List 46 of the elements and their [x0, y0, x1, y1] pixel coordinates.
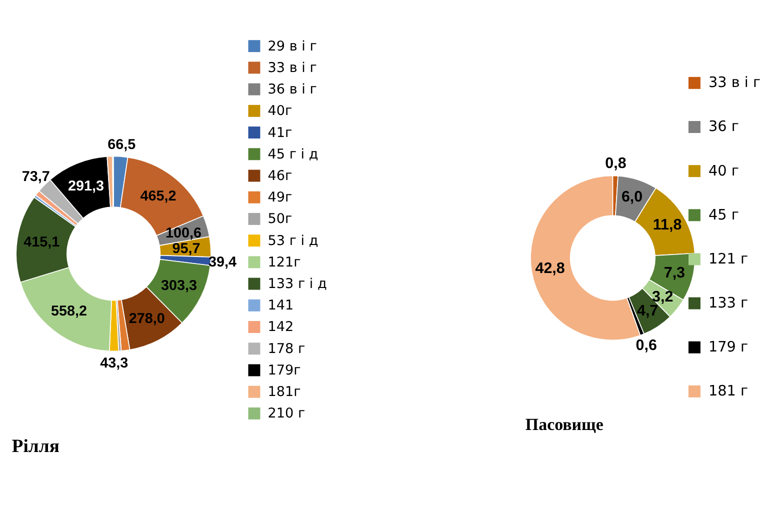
legend-label: 181 г: [708, 384, 748, 400]
data-label: 39,4: [208, 254, 237, 270]
data-label: 43,3: [100, 355, 128, 372]
legend-label: 142: [268, 319, 294, 336]
legend-label: 40 г: [708, 163, 739, 180]
legend-label: 41г: [268, 124, 292, 141]
text: Рілля: [12, 436, 60, 458]
data-label: 0,8: [605, 155, 627, 172]
legend-label: 210 г: [268, 406, 306, 422]
data-label: 465,2: [140, 188, 176, 204]
data-label: 303,3: [160, 278, 197, 294]
legend-label: 141: [268, 298, 294, 314]
text: Пасовище: [525, 414, 604, 434]
legend-label: 33 в і г: [708, 75, 761, 92]
legend-label: 45 г і д: [268, 146, 318, 162]
legend-label: 46г: [268, 168, 292, 184]
legend-label: 40г: [268, 103, 292, 120]
legend-label: 133 г і д: [268, 276, 327, 292]
data-label: 415,1: [24, 234, 60, 250]
data-label: 11,8: [652, 216, 682, 234]
legend-label: 181г: [268, 384, 301, 400]
data-label: 100,6: [165, 225, 202, 242]
legend-label: 33 в і г: [268, 60, 317, 76]
legend-label: 36 г: [708, 119, 739, 136]
data-label: 66,5: [108, 136, 136, 153]
data-label: 73,7: [22, 168, 50, 185]
legend-label: 45 г: [708, 207, 739, 224]
legend-label: 49г: [268, 190, 292, 206]
legend-label: 179г: [268, 362, 301, 378]
data-label: 42,8: [535, 260, 566, 277]
legend-label: 50г: [268, 211, 292, 228]
legend-label: 121 г: [708, 251, 748, 268]
legend-label: 121г: [268, 254, 301, 270]
legend-label: 179 г: [708, 340, 748, 356]
legend-label: 178 г: [268, 340, 306, 357]
data-label: 95,7: [172, 240, 200, 257]
legend-label: 133 г: [708, 296, 748, 312]
data-label: 278,0: [128, 310, 165, 327]
data-label: 291,3: [68, 178, 104, 194]
legend-label: 53 г і д: [268, 232, 318, 249]
data-label: 6,0: [621, 188, 643, 206]
data-label: 558,2: [50, 304, 87, 320]
data-label: 7,3: [664, 264, 686, 282]
legend-label: 29 в і г: [268, 38, 317, 54]
legend-label: 36 в і г: [268, 82, 317, 98]
data-label: 0,6: [636, 337, 657, 354]
